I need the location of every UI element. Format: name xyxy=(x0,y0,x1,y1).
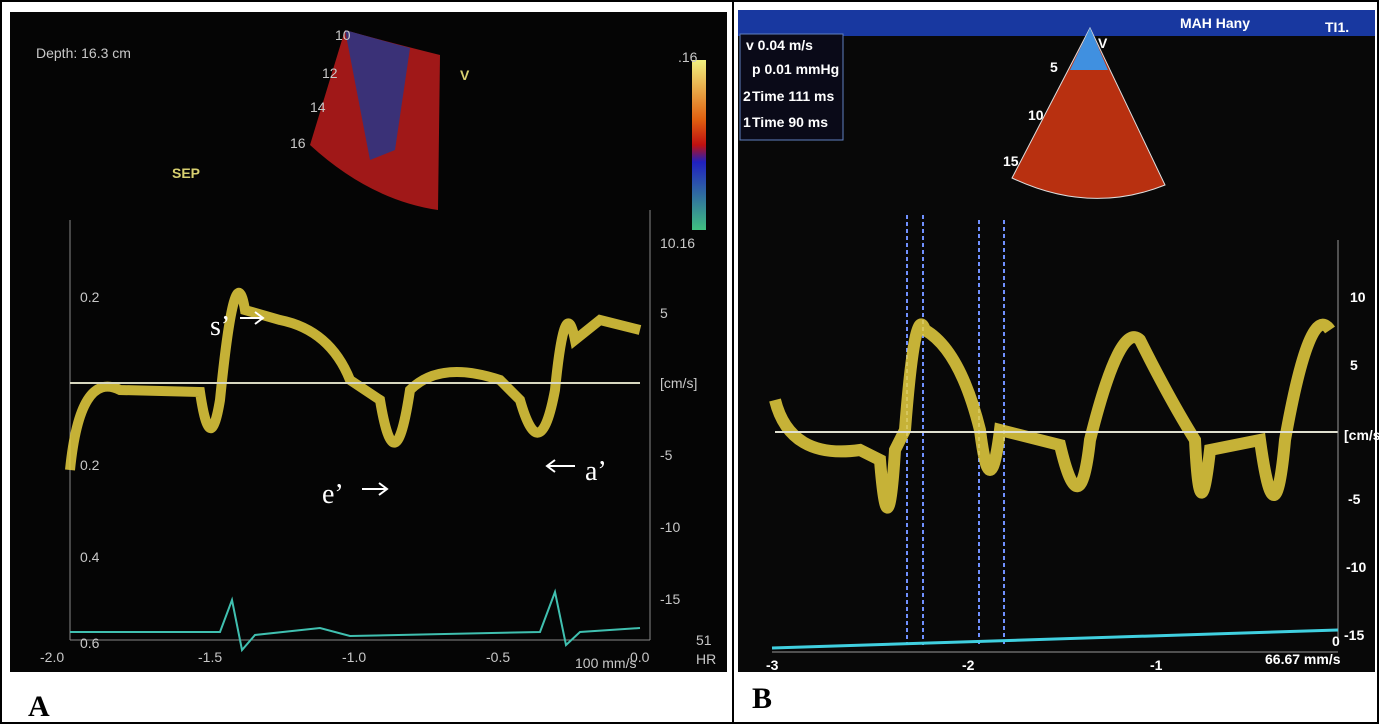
x-tick: -2.0 xyxy=(40,649,64,665)
pressure: p 0.01 mmHg xyxy=(752,61,839,77)
right-tick: -10 xyxy=(1346,559,1366,575)
time: Time 90 ms xyxy=(752,114,828,130)
annotation: e’ xyxy=(322,479,344,510)
panel-b: MAH Hany TI1. v 0.04 m/s p 0.01 mmHg 2 T… xyxy=(738,10,1379,715)
right-tick: 10.16 xyxy=(660,235,695,251)
right-tick: -10 xyxy=(660,519,680,535)
panel-label: A xyxy=(28,690,50,723)
depth-tick: 14 xyxy=(310,99,326,115)
right-tick: -5 xyxy=(1348,491,1361,507)
right-tick: 5 xyxy=(660,305,668,321)
right-tick: -15 xyxy=(1344,627,1364,643)
header-bar xyxy=(738,10,1375,36)
header-ti: TI1. xyxy=(1325,19,1349,35)
left-tick: 0.6 xyxy=(80,635,100,651)
depth-tick: 5 xyxy=(1050,59,1058,75)
sweep: 100 mm/s xyxy=(575,655,636,671)
right-tick: [cm/s] xyxy=(1344,427,1379,443)
depth-tick: 10 xyxy=(1028,107,1044,123)
x-tick: -3 xyxy=(766,657,779,673)
right-tick: -5 xyxy=(660,447,673,463)
depth-tick: 10 xyxy=(335,27,351,43)
marker: 1 xyxy=(743,114,751,130)
hr-value: 51 xyxy=(696,632,712,648)
sector-label: V xyxy=(1098,35,1108,51)
x-tick: -2 xyxy=(962,657,975,673)
x-tick: 0 xyxy=(1332,633,1340,649)
left-tick: 0.4 xyxy=(80,549,100,565)
right-tick: 5 xyxy=(1350,357,1358,373)
depth-tick: 16 xyxy=(290,135,306,151)
scale-max: .16 xyxy=(678,49,698,65)
panel-label: B xyxy=(752,682,772,715)
header-name: MAH Hany xyxy=(1180,15,1250,31)
annotation: s’ xyxy=(210,311,230,342)
right-tick: -15 xyxy=(660,591,680,607)
sector-label: V xyxy=(460,67,470,83)
right-tick: 10 xyxy=(1350,289,1366,305)
x-tick: -0.5 xyxy=(486,649,510,665)
right-tick: [cm/s] xyxy=(660,375,697,391)
velocity: v 0.04 m/s xyxy=(746,37,813,53)
depth-tick: 12 xyxy=(322,65,338,81)
depth-tick: 15 xyxy=(1003,153,1019,169)
x-tick: -1.5 xyxy=(198,649,222,665)
time: Time 111 ms xyxy=(752,88,834,104)
figure: Depth: 16.3 cm SEP V .16 10 12 14 16 0.2… xyxy=(0,0,1379,724)
site: SEP xyxy=(172,165,200,181)
marker: 2 xyxy=(743,88,751,104)
panel-a: Depth: 16.3 cm SEP V .16 10 12 14 16 0.2… xyxy=(10,12,727,723)
annotation: a’ xyxy=(585,456,607,487)
x-tick: -1.0 xyxy=(342,649,366,665)
hr-label: HR xyxy=(696,651,716,667)
x-tick: -1 xyxy=(1150,657,1163,673)
color-bar xyxy=(692,60,706,230)
left-tick: 0.2 xyxy=(80,289,100,305)
depth: Depth: 16.3 cm xyxy=(36,45,131,61)
left-tick: 0.2 xyxy=(80,457,100,473)
sweep: 66.67 mm/s xyxy=(1265,651,1341,667)
